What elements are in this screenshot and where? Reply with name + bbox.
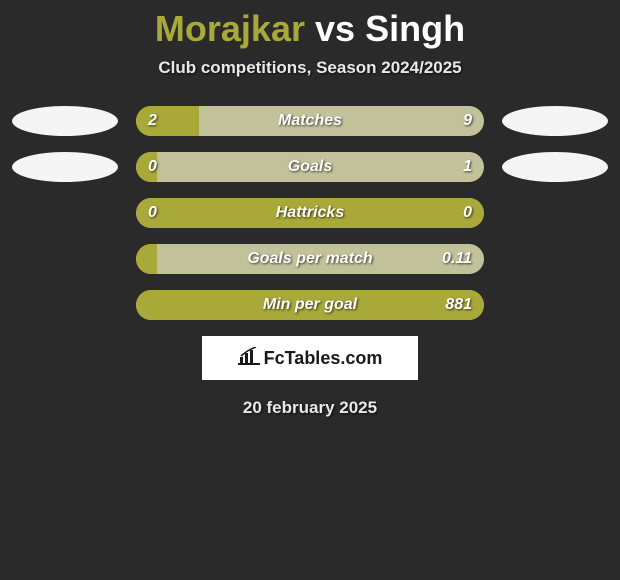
stat-row: Goals per match0.11: [0, 244, 620, 274]
player2-name: Singh: [365, 8, 465, 49]
stat-label: Min per goal: [136, 290, 484, 320]
stat-row: 0Hattricks0: [0, 198, 620, 228]
player1-name: Morajkar: [155, 8, 305, 49]
logo-text: FcTables.com: [264, 348, 383, 369]
stat-bar: Goals per match0.11: [136, 244, 484, 274]
stat-bar: 2Matches9: [136, 106, 484, 136]
stat-value-right: 1: [463, 152, 472, 182]
logo-box: FcTables.com: [202, 336, 418, 380]
stat-label: Goals: [136, 152, 484, 182]
stat-row: Min per goal881: [0, 290, 620, 320]
chart-icon: [238, 347, 260, 370]
title: Morajkar vs Singh: [0, 8, 620, 50]
player2-marker: [502, 152, 608, 182]
stat-label: Hattricks: [136, 198, 484, 228]
infographic-container: Morajkar vs Singh Club competitions, Sea…: [0, 0, 620, 418]
stat-value-right: 0.11: [442, 244, 472, 274]
stat-bar: Min per goal881: [136, 290, 484, 320]
vs-label: vs: [315, 8, 355, 49]
stat-row: 2Matches9: [0, 106, 620, 136]
logo: FcTables.com: [238, 347, 383, 370]
player1-marker: [12, 106, 118, 136]
player2-marker: [502, 106, 608, 136]
stat-row: 0Goals1: [0, 152, 620, 182]
stat-value-right: 9: [463, 106, 472, 136]
subtitle: Club competitions, Season 2024/2025: [0, 58, 620, 78]
stat-value-right: 0: [463, 198, 472, 228]
player1-marker: [12, 152, 118, 182]
date-label: 20 february 2025: [0, 398, 620, 418]
stat-value-right: 881: [445, 290, 472, 320]
stat-bar: 0Hattricks0: [136, 198, 484, 228]
stat-bar: 0Goals1: [136, 152, 484, 182]
stat-label: Goals per match: [136, 244, 484, 274]
stats-rows: 2Matches90Goals10Hattricks0Goals per mat…: [0, 106, 620, 320]
stat-label: Matches: [136, 106, 484, 136]
